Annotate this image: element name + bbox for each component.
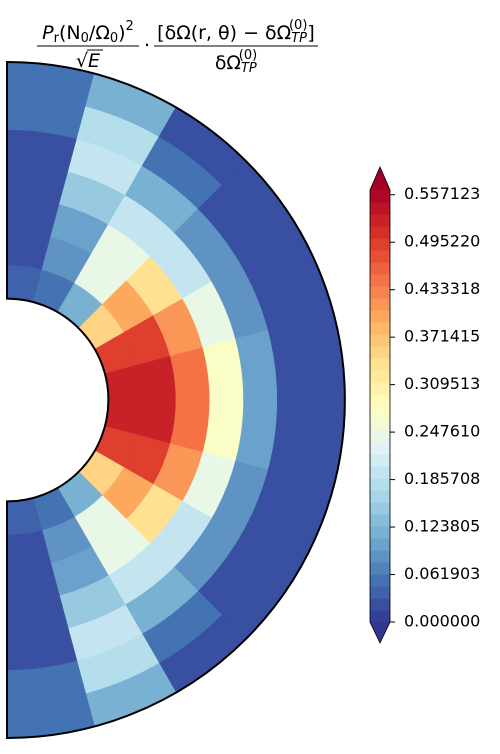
colorbar-segment bbox=[370, 190, 390, 203]
colorbar-segment bbox=[370, 562, 390, 575]
colorbar-segment bbox=[370, 358, 390, 371]
field-cell bbox=[6, 562, 60, 604]
domain-outline bbox=[6, 60, 346, 740]
colorbar-tick-label: 0.000000 bbox=[404, 612, 480, 631]
title-numerator-right: [δΩ(r, θ) − δΩTP(0)] bbox=[157, 18, 315, 46]
colorbar-segment bbox=[370, 298, 390, 311]
title-numerator-left: Pr(N0/Ω0)2 bbox=[42, 19, 134, 46]
colorbar-tick-label: 0.185708 bbox=[404, 469, 480, 488]
colorbar-segment bbox=[370, 214, 390, 227]
colorbar-segment bbox=[370, 430, 390, 443]
colorbar-tick-label: 0.061903 bbox=[404, 564, 480, 583]
field bbox=[6, 60, 346, 740]
title-denominator-left: √E bbox=[76, 50, 100, 72]
colorbar-segment bbox=[370, 538, 390, 551]
chart-title: Pr(N0/Ω0)2 √E · [δΩ(r, θ) − δΩTP(0)] δΩT… bbox=[37, 18, 318, 76]
colorbar-segment bbox=[370, 334, 390, 347]
colorbar-segment bbox=[370, 406, 390, 419]
colorbar-segment bbox=[370, 370, 390, 383]
colorbar-segment bbox=[370, 250, 390, 263]
colorbar-tick-label: 0.247610 bbox=[404, 422, 480, 441]
colorbar-tick-label: 0.495220 bbox=[404, 232, 480, 251]
colorbar-segment bbox=[370, 418, 390, 431]
colorbar-tick-label: 0.309513 bbox=[404, 374, 480, 393]
colorbar-tick-label: 0.433318 bbox=[404, 279, 480, 298]
colorbar-tick-label: 0.371415 bbox=[404, 327, 480, 346]
colorbar-segment bbox=[370, 514, 390, 527]
colorbar-tick-label: 0.123805 bbox=[404, 517, 480, 536]
title-denominator-right: δΩTP(0) bbox=[215, 48, 257, 76]
colorbar-segment bbox=[370, 202, 390, 215]
field-cell bbox=[6, 196, 60, 238]
colorbar-segment bbox=[370, 310, 390, 323]
field-cell bbox=[169, 399, 211, 453]
colorbar-segment bbox=[370, 238, 390, 251]
colorbar-segment bbox=[370, 394, 390, 407]
title-operator: · bbox=[144, 35, 150, 57]
colorbar-segment bbox=[370, 262, 390, 275]
colorbar-segment bbox=[370, 346, 390, 359]
colorbar-segment bbox=[370, 598, 390, 611]
colorbar-segment bbox=[370, 526, 390, 539]
colorbar-segment bbox=[370, 478, 390, 491]
colorbar-segment bbox=[370, 454, 390, 467]
colorbar-segment bbox=[370, 502, 390, 515]
colorbar: 0.000000 0.061903 0.123805 0.185708 0.247610… bbox=[369, 165, 480, 644]
colorbar-segment bbox=[370, 226, 390, 239]
colorbar-segment bbox=[370, 550, 390, 563]
colorbar-segment bbox=[370, 286, 390, 299]
colorbar-extend-top bbox=[370, 167, 390, 190]
colorbar-extend-bottom bbox=[370, 622, 390, 643]
colorbar-segment bbox=[370, 322, 390, 335]
colorbar-segment bbox=[370, 574, 390, 587]
colorbar-tick-label: 0.557123 bbox=[404, 184, 480, 203]
colorbar-segment bbox=[370, 382, 390, 395]
colorbar-segment bbox=[370, 466, 390, 479]
colorbar-segment bbox=[370, 586, 390, 599]
colorbar-segment bbox=[370, 610, 390, 623]
colorbar-segment bbox=[370, 442, 390, 455]
colorbar-segment bbox=[370, 490, 390, 503]
field-cell bbox=[169, 347, 211, 401]
colorbar-segment bbox=[370, 274, 390, 287]
